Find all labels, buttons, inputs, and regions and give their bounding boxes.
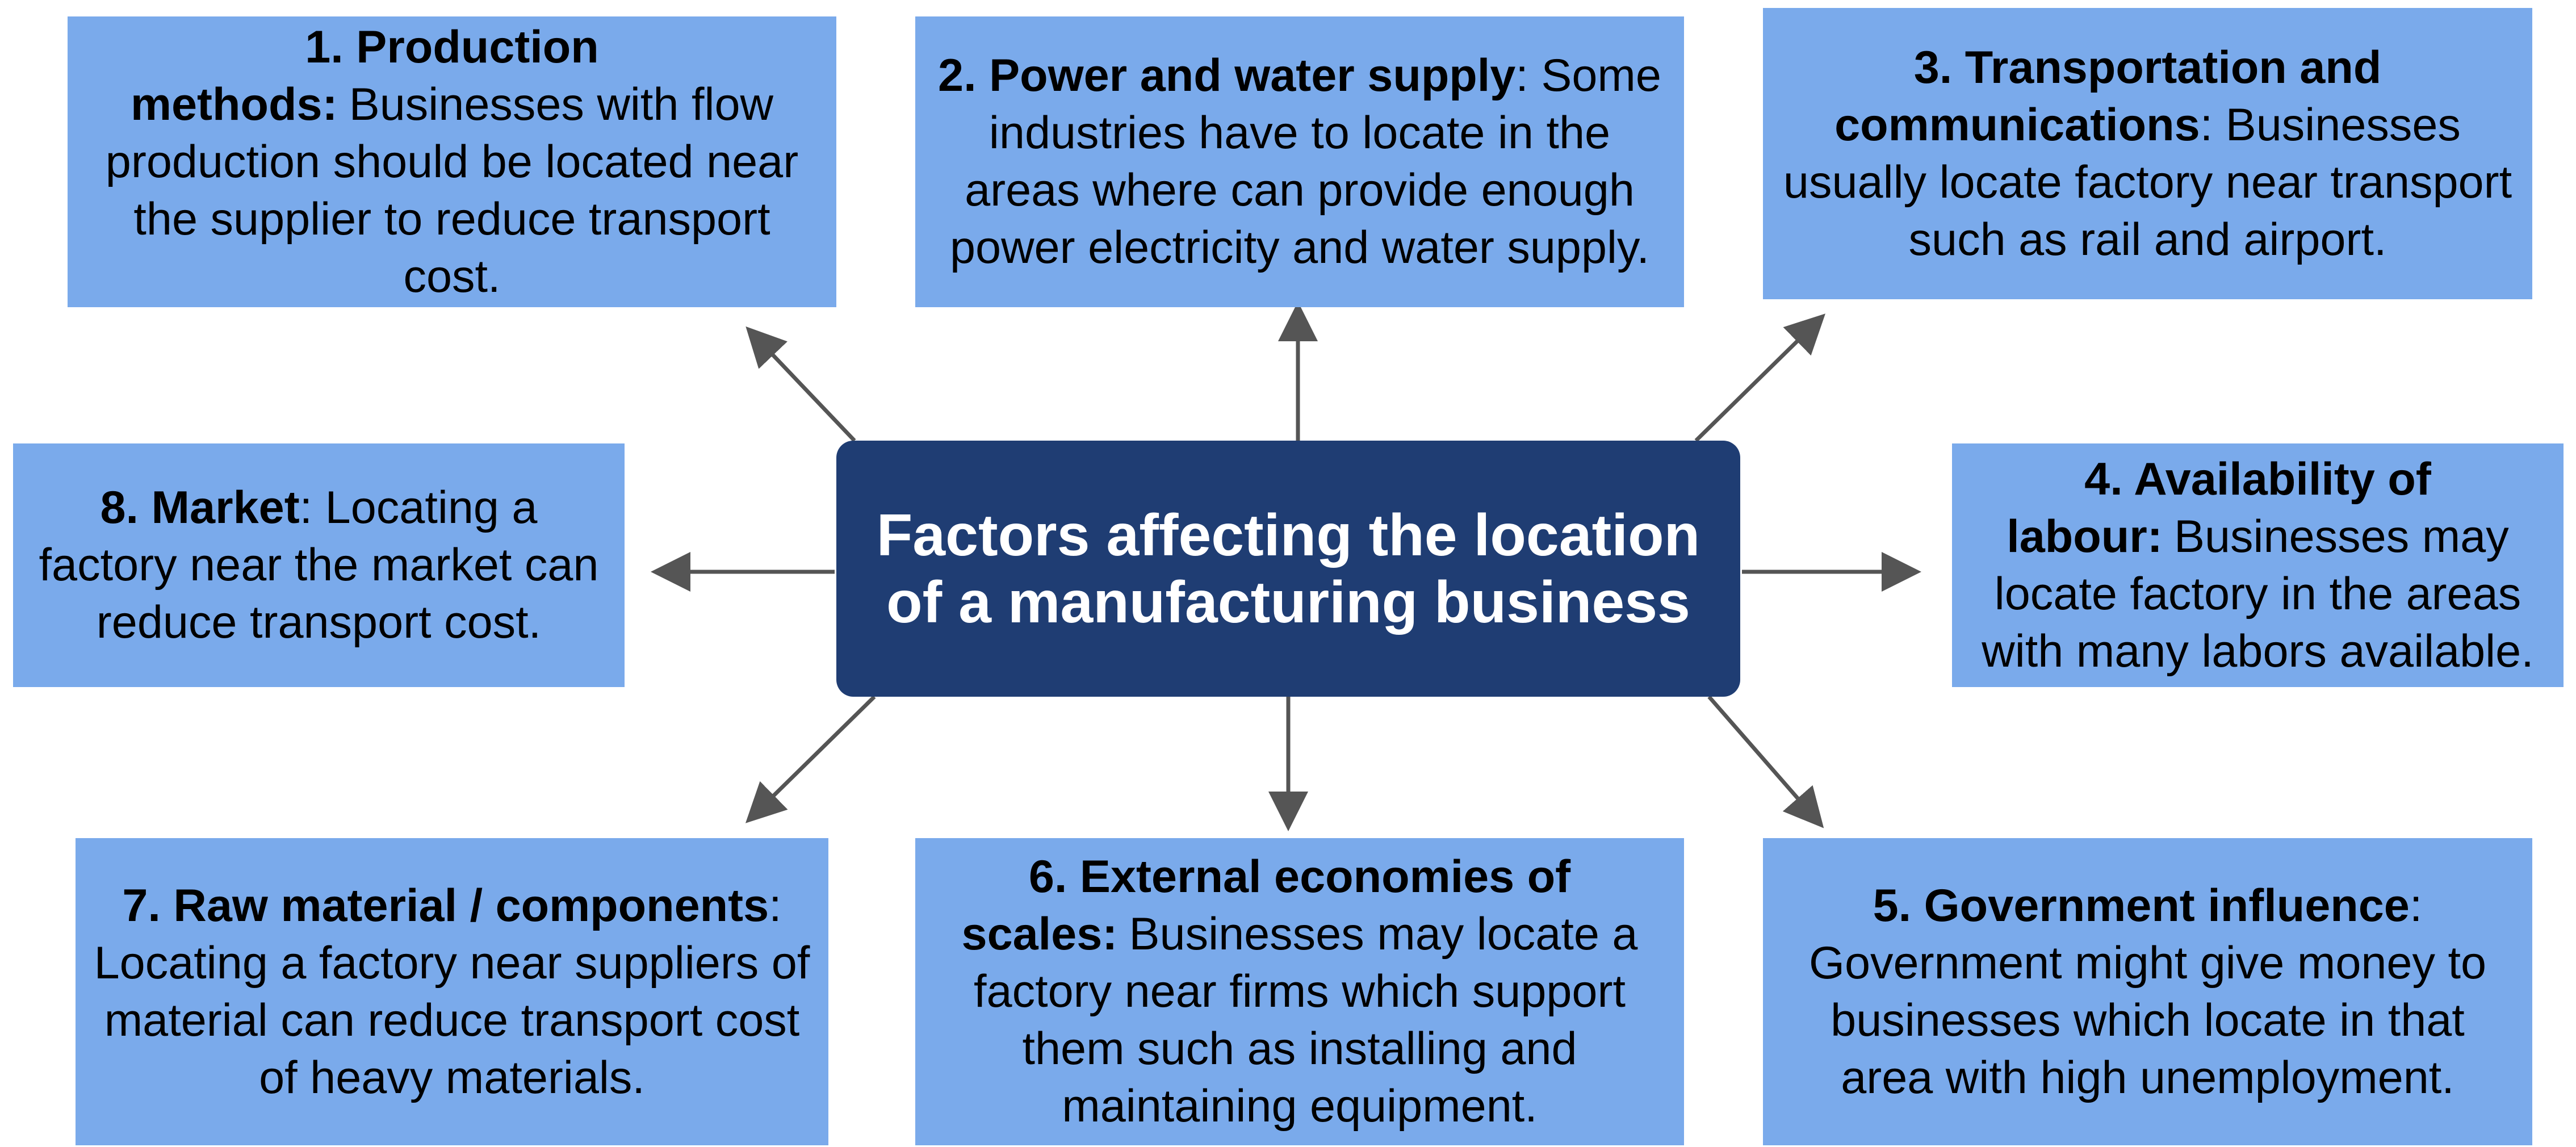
factor-heading: 8. Market (100, 482, 300, 533)
factor-box: 5. Government influence: Government migh… (1763, 838, 2532, 1145)
factor-box: 1. Production methods:Businesses with fl… (68, 16, 836, 307)
factor-heading: 5. Government influence (1873, 880, 2410, 931)
factor-box: 8. Market: Locating a factory near the m… (13, 443, 625, 687)
factor-box: 7. Raw material / components: Locating a… (76, 838, 828, 1145)
page: Factors affecting the location of a manu… (0, 0, 2576, 1147)
factor-box: 2. Power and water supply: Some industri… (915, 16, 1684, 307)
arrow (1709, 697, 1819, 822)
factor-text: 7. Raw material / components: Locating a… (93, 877, 811, 1107)
arrow (1696, 319, 1820, 441)
factor-text: 6. External economies of scales:Business… (932, 848, 1667, 1135)
factor-text: 8. Market: Locating a factory near the m… (30, 479, 608, 651)
factor-heading: 2. Power and water supply (938, 50, 1515, 101)
factor-text: 5. Government influence: Government migh… (1780, 877, 2515, 1107)
factor-text: 3. Transportation and communications: Bu… (1780, 39, 2515, 269)
factor-text: 4. Availability of labour:Businesses may… (1969, 451, 2546, 680)
factor-box: 6. External economies of scales:Business… (915, 838, 1684, 1145)
factor-text: 1. Production methods:Businesses with fl… (85, 19, 819, 305)
factor-text: 2. Power and water supply: Some industri… (932, 47, 1667, 277)
factor-box: 4. Availability of labour:Businesses may… (1952, 443, 2564, 687)
arrow (751, 697, 874, 818)
factor-heading: 7. Raw material / components (122, 880, 769, 931)
arrow (751, 332, 855, 441)
factor-box: 3. Transportation and communications: Bu… (1763, 8, 2532, 299)
center-title: Factors affecting the location of a manu… (836, 441, 1740, 697)
